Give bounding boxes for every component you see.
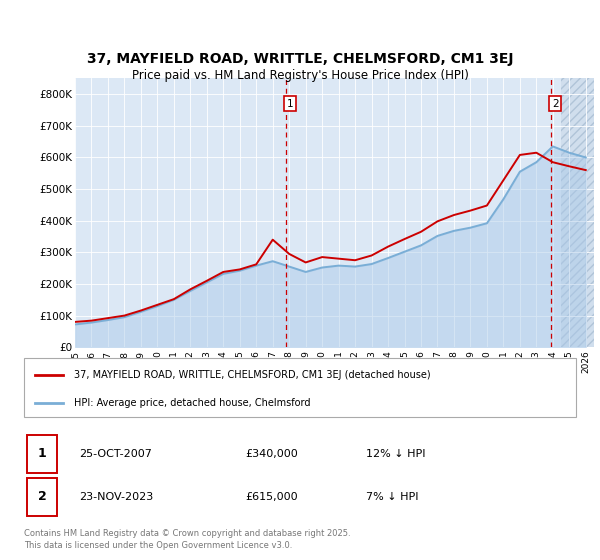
- Text: Contains HM Land Registry data © Crown copyright and database right 2025.
This d: Contains HM Land Registry data © Crown c…: [24, 529, 350, 550]
- Text: £340,000: £340,000: [245, 449, 298, 459]
- Text: 25-OCT-2007: 25-OCT-2007: [79, 449, 152, 459]
- FancyBboxPatch shape: [27, 478, 57, 516]
- Text: 1: 1: [287, 99, 293, 109]
- Text: 2: 2: [552, 99, 559, 109]
- FancyBboxPatch shape: [27, 435, 57, 473]
- Text: 12% ↓ HPI: 12% ↓ HPI: [366, 449, 426, 459]
- Text: £615,000: £615,000: [245, 492, 298, 502]
- Text: Price paid vs. HM Land Registry's House Price Index (HPI): Price paid vs. HM Land Registry's House …: [131, 69, 469, 82]
- Text: 37, MAYFIELD ROAD, WRITTLE, CHELMSFORD, CM1 3EJ: 37, MAYFIELD ROAD, WRITTLE, CHELMSFORD, …: [87, 52, 513, 66]
- Text: 37, MAYFIELD ROAD, WRITTLE, CHELMSFORD, CM1 3EJ (detached house): 37, MAYFIELD ROAD, WRITTLE, CHELMSFORD, …: [74, 370, 430, 380]
- FancyBboxPatch shape: [24, 358, 576, 417]
- Text: 1: 1: [38, 447, 46, 460]
- Text: 2: 2: [38, 491, 46, 503]
- Text: HPI: Average price, detached house, Chelmsford: HPI: Average price, detached house, Chel…: [74, 398, 310, 408]
- Text: 7% ↓ HPI: 7% ↓ HPI: [366, 492, 419, 502]
- Text: 23-NOV-2023: 23-NOV-2023: [79, 492, 154, 502]
